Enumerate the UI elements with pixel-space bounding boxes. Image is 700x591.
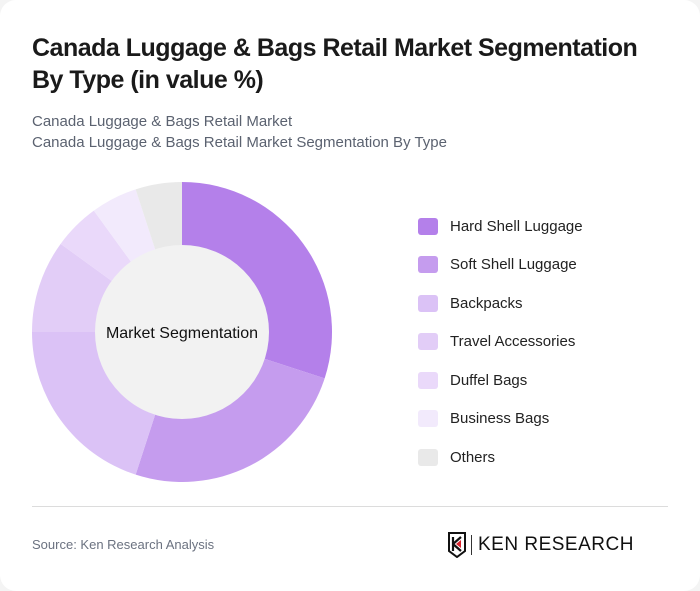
legend-item[interactable]: Backpacks <box>418 284 583 323</box>
footer-divider <box>32 506 668 507</box>
legend-swatch <box>418 448 438 466</box>
legend-label: Hard Shell Luggage <box>450 217 583 235</box>
source-text: Source: Ken Research Analysis <box>32 537 215 552</box>
legend-swatch <box>418 217 438 235</box>
ken-research-logo: KEN RESEARCH <box>447 532 634 558</box>
legend-swatch <box>418 256 438 274</box>
ken-logo-icon <box>448 532 466 558</box>
chart-title: Canada Luggage & Bags Retail Market Segm… <box>32 34 638 94</box>
legend-swatch <box>418 410 438 428</box>
legend-item[interactable]: Others <box>418 438 583 477</box>
donut-center <box>95 245 269 419</box>
legend-label: Backpacks <box>450 294 523 312</box>
legend-item[interactable]: Business Bags <box>418 400 583 439</box>
center-label: Market Segmentation <box>106 325 258 342</box>
legend-label: Travel Accessories <box>450 333 576 351</box>
legend-swatch <box>418 294 438 312</box>
legend-item[interactable]: Travel Accessories <box>418 323 583 362</box>
legend-label: Duffel Bags <box>450 371 528 389</box>
legend-label: Business Bags <box>450 410 550 428</box>
legend-label: Soft Shell Luggage <box>450 256 577 274</box>
subtitle-market: Canada Luggage & Bags Retail Market <box>32 113 293 130</box>
legend-label: Others <box>450 448 496 466</box>
legend-item[interactable]: Duffel Bags <box>418 361 583 400</box>
logo-text: KEN RESEARCH <box>478 534 634 555</box>
legend-item[interactable]: Soft Shell Luggage <box>418 246 583 285</box>
legend-swatch <box>418 333 438 351</box>
subtitle-segmentation: Canada Luggage & Bags Retail Market Segm… <box>32 134 447 151</box>
donut-chart: Market Segmentation <box>32 182 332 482</box>
legend-item[interactable]: Hard Shell Luggage <box>418 207 583 246</box>
legend-swatch <box>418 371 438 389</box>
logo-divider <box>471 535 472 555</box>
chart-legend: Hard Shell Luggage Soft Shell Luggage Back… <box>418 207 583 477</box>
